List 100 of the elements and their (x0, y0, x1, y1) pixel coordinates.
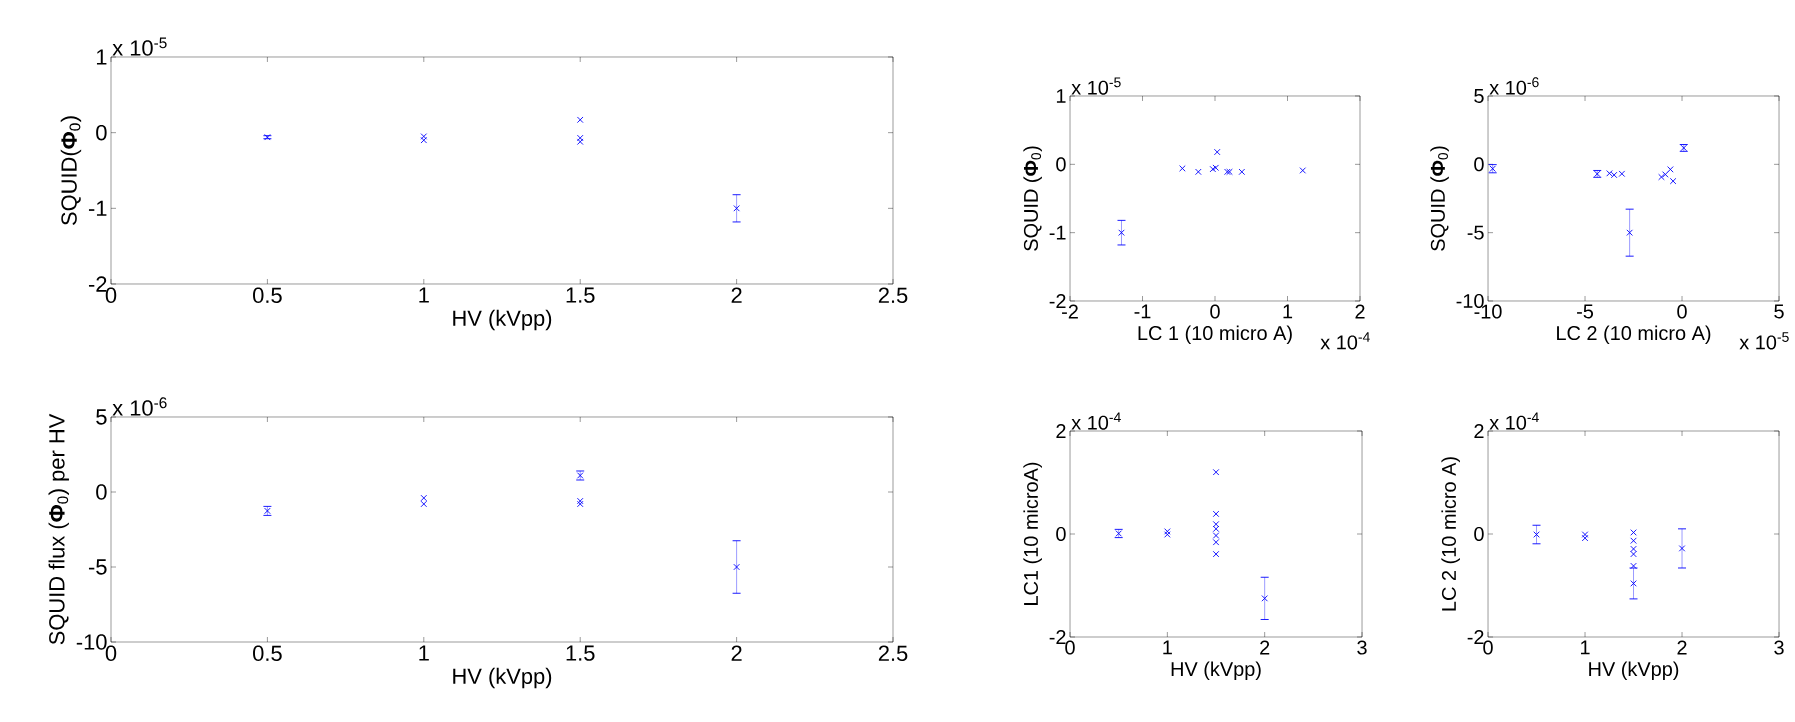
x-tick-label: 1 (1283, 304, 1293, 319)
x-tick-label: 3 (1357, 640, 1367, 655)
y-tick-label: 2 (1474, 424, 1484, 438)
y-axis-title: LC 2 (10 micro A) (1441, 457, 1460, 611)
x-tick-label: 2 (731, 645, 742, 661)
y-tick-label: 5 (96, 409, 107, 425)
point (1212, 520, 1220, 528)
point (1581, 531, 1589, 538)
x-tick-label: 0 (1677, 304, 1687, 319)
text: x 10$^{-5}$ (1739, 332, 1789, 350)
point (1630, 580, 1637, 587)
point (420, 494, 428, 502)
point (420, 500, 428, 508)
x-tick-label: 2.5 (878, 645, 908, 662)
point (420, 136, 428, 144)
y-tick-label: 0 (1474, 526, 1484, 542)
y-tick-label: 5 (1474, 89, 1484, 103)
x-tick-label: 2.5 (878, 287, 908, 304)
y-axis-title: SQUID flux (Φ$_{0}$) per HV (48, 413, 69, 645)
y-tick-label: 0 (1474, 157, 1484, 172)
x-axis-title: LC 2 (10 micro A) (1557, 325, 1711, 345)
point (1669, 177, 1677, 185)
point (576, 497, 584, 505)
point (1630, 537, 1637, 544)
y-tick-label: -2 (1467, 630, 1484, 644)
point (1212, 550, 1220, 558)
point (1118, 229, 1125, 236)
x-tick-label: 2 (731, 287, 742, 303)
point (1658, 173, 1665, 181)
x-tick-label: 1 (419, 287, 429, 303)
point (1212, 538, 1220, 546)
y-tick-label: 0 (96, 484, 107, 500)
point (1630, 545, 1637, 553)
text: x 10$^{-5}$ (1071, 77, 1121, 95)
x-axis-title: HV (kVpp) (1589, 661, 1679, 681)
point (1581, 534, 1589, 542)
y-tick-label: -2 (1049, 630, 1066, 644)
y-tick-label: 2 (1056, 424, 1066, 438)
x-tick-label: 2 (1355, 304, 1365, 319)
point (733, 205, 740, 212)
point (733, 563, 740, 571)
point (576, 116, 584, 124)
point (1489, 165, 1496, 172)
y-tick-label: 1 (1056, 89, 1066, 103)
y-tick-label: 1 (96, 49, 107, 65)
y-axis-title: SQUID (Φ$_{0}$) (1430, 146, 1449, 251)
x-tick-label: 1.5 (566, 287, 595, 303)
x-tick-label: 5 (1774, 304, 1784, 319)
x-axis-title: LC 1 (10 micro A) (1138, 325, 1292, 345)
x-tick-label: 2 (1677, 640, 1687, 655)
x-tick-label: 2 (1260, 640, 1270, 655)
x-axis-title: HV (kVpp) (453, 667, 552, 689)
x-axis-title: HV (kVpp) (1171, 661, 1261, 681)
point (1630, 562, 1637, 570)
x-tick-label: -5 (1577, 304, 1594, 319)
point (1212, 468, 1220, 476)
x-axis-title: HV (kVpp) (453, 309, 552, 331)
point (1238, 168, 1246, 176)
point (1213, 148, 1221, 156)
point (1630, 550, 1637, 558)
x-tick-label: 1 (419, 645, 429, 661)
x-tick-label: 1.5 (566, 645, 595, 661)
point (1209, 165, 1217, 173)
x-tick-label: 0.5 (253, 645, 282, 662)
y-tick-label: 0 (96, 124, 107, 141)
point (1261, 595, 1268, 602)
y-tick-label: -2 (88, 276, 107, 292)
x-tick-label: 1 (1163, 640, 1172, 655)
point (1212, 532, 1220, 539)
y-tick-label: -1 (1049, 225, 1066, 240)
point (1667, 166, 1674, 173)
y-tick-label: -5 (88, 559, 107, 575)
x-tick-label: 3 (1774, 640, 1784, 655)
y-axis-title: SQUID(Φ$_{0}$) (60, 116, 82, 226)
point (576, 134, 584, 142)
text: x 10$^{-5}$ (112, 37, 167, 56)
point (576, 138, 584, 146)
point (576, 500, 584, 508)
x-tick-label: 1 (1580, 640, 1590, 655)
point (1179, 165, 1186, 172)
y-axis-title: SQUID (Φ$_{0}$) (1023, 146, 1042, 251)
point (1212, 164, 1220, 172)
point (420, 133, 428, 140)
point (1299, 167, 1307, 174)
y-tick-label: -1 (88, 200, 107, 216)
x-tick-label: 0 (1210, 304, 1220, 319)
y-tick-label: 0 (1056, 157, 1066, 172)
y-tick-label: -5 (1467, 225, 1484, 240)
y-tick-label: 0 (1056, 526, 1066, 542)
x-tick-label: 0.5 (253, 287, 282, 304)
point (1662, 171, 1669, 178)
text: x 10$^{-6}$ (112, 397, 167, 416)
point (1212, 510, 1220, 518)
text: x 10$^{-4}$ (1071, 412, 1121, 430)
point (1195, 168, 1202, 176)
point (1212, 525, 1220, 533)
x-tick-label: -1 (1134, 304, 1151, 319)
y-axis-title: LC1 (10 microA) (1023, 462, 1042, 605)
point (1678, 545, 1686, 552)
text: x 10$^{-6}$ (1489, 77, 1539, 95)
